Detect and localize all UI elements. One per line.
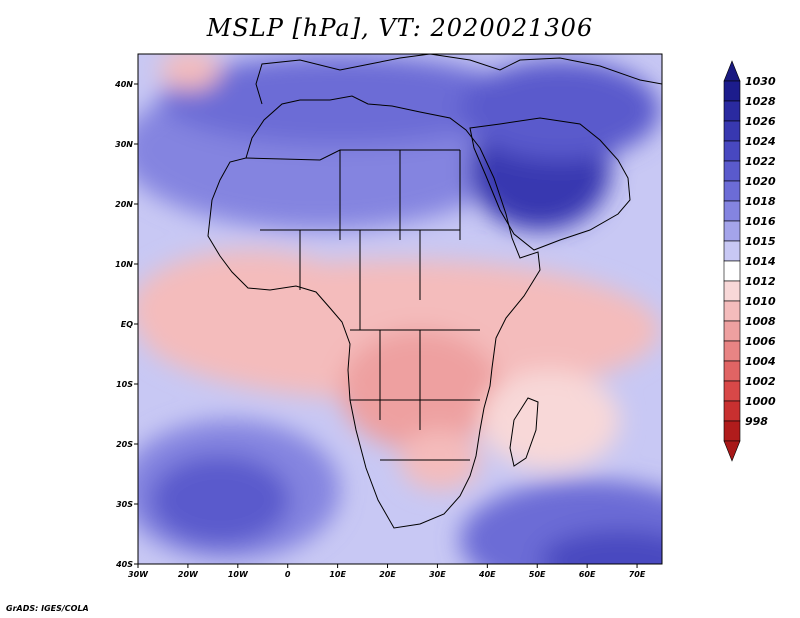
colorbar-swatch [723,400,741,422]
pressure-blob [150,455,290,545]
colorbar-swatch [723,120,741,142]
colorbar-swatch [723,380,741,402]
lat-tick-label: 20N [115,200,133,209]
lon-tick-label: 20W [178,570,199,579]
colorbar-level-label: 1000 [745,395,776,408]
colorbar-swatch [723,180,741,202]
coastline-outlines [207,54,662,529]
colorbar-level-label: 1022 [745,155,776,168]
colorbar-swatch [723,200,741,222]
colorbar-level-label: 1016 [745,215,776,228]
colorbar-level-label: 998 [745,415,768,428]
colorbar-level-label: 1030 [745,75,776,88]
lon-tick-label: 30W [128,570,149,579]
madagascar-coastline [509,397,539,467]
map-title: MSLP [hPa], VT: 2020021306 [206,14,594,42]
lat-tick-label: 30S [116,500,133,509]
colorbar-level-label: 1026 [745,115,776,128]
colorbar-level-label: 1004 [745,355,776,368]
mediterranean-coastline [255,54,662,105]
lon-tick-label: 10E [329,570,346,579]
lat-tick-label: 10S [116,380,133,389]
lon-tick-label: 0 [285,570,291,579]
lon-tick-label: 20E [379,570,396,579]
pressure-blob [460,60,660,160]
colorbar-level-label: 1024 [745,135,776,148]
lat-tick-label: 10N [115,260,133,269]
colorbar-swatch [723,140,741,162]
lon-tick-label: 10W [228,570,249,579]
colorbar-level-label: 1002 [745,375,776,388]
country-borders [245,149,480,461]
colorbar: 1030 1028 1026 1024 1022 1020 1018 1016 1015 1014… [723,60,776,462]
lat-tick-label: EQ [121,320,133,329]
lon-tick-label: 60E [579,570,596,579]
colorbar-swatch [723,160,741,182]
colorbar-level-label: 1018 [745,195,776,208]
colorbar-swatch [723,300,741,322]
colorbar-level-label: 1028 [745,95,776,108]
colorbar-swatch [723,320,741,342]
colorbar-swatch [723,220,741,242]
colorbar-level-label: 1008 [745,315,776,328]
lat-tick-label: 20S [116,440,133,449]
colorbar-top-arrow [723,60,741,82]
pressure-blob [160,55,520,145]
arabia-coastline [469,117,631,251]
lat-tick-label: 30N [115,140,133,149]
colorbar-level-label: 1006 [745,335,776,348]
lat-tick-label: 40S [115,560,133,569]
plot-area [138,54,662,564]
colorbar-swatch [723,260,741,282]
colorbar-swatch [723,80,741,102]
colorbar-swatch [723,340,741,362]
colorbar-bottom-arrow [723,440,741,462]
colorbar-level-label: 1014 [745,255,776,268]
grads-credit: GrADS: IGES/COLA [6,604,89,613]
lon-tick-label: 40E [478,570,496,579]
colorbar-swatch [723,360,741,382]
pressure-blob [480,370,620,470]
colorbar-swatch [723,420,741,442]
pressure-blob [160,54,220,90]
colorbar-swatch [723,280,741,302]
pressure-blob [138,250,370,370]
lat-tick-label: 40N [114,80,133,89]
colorbar-swatch [723,100,741,122]
lon-tick-label: 30E [429,570,446,579]
africa-coastline [207,95,541,529]
lon-tick-label: 70E [629,570,646,579]
pressure-blob [540,530,662,564]
colorbar-level-label: 1010 [745,295,776,308]
lon-tick-label: 50E [529,570,546,579]
colorbar-level-label: 1015 [745,235,776,248]
colorbar-level-label: 1012 [745,275,776,288]
colorbar-swatch [723,240,741,262]
colorbar-level-label: 1020 [745,175,776,188]
plot-frame [137,53,663,565]
